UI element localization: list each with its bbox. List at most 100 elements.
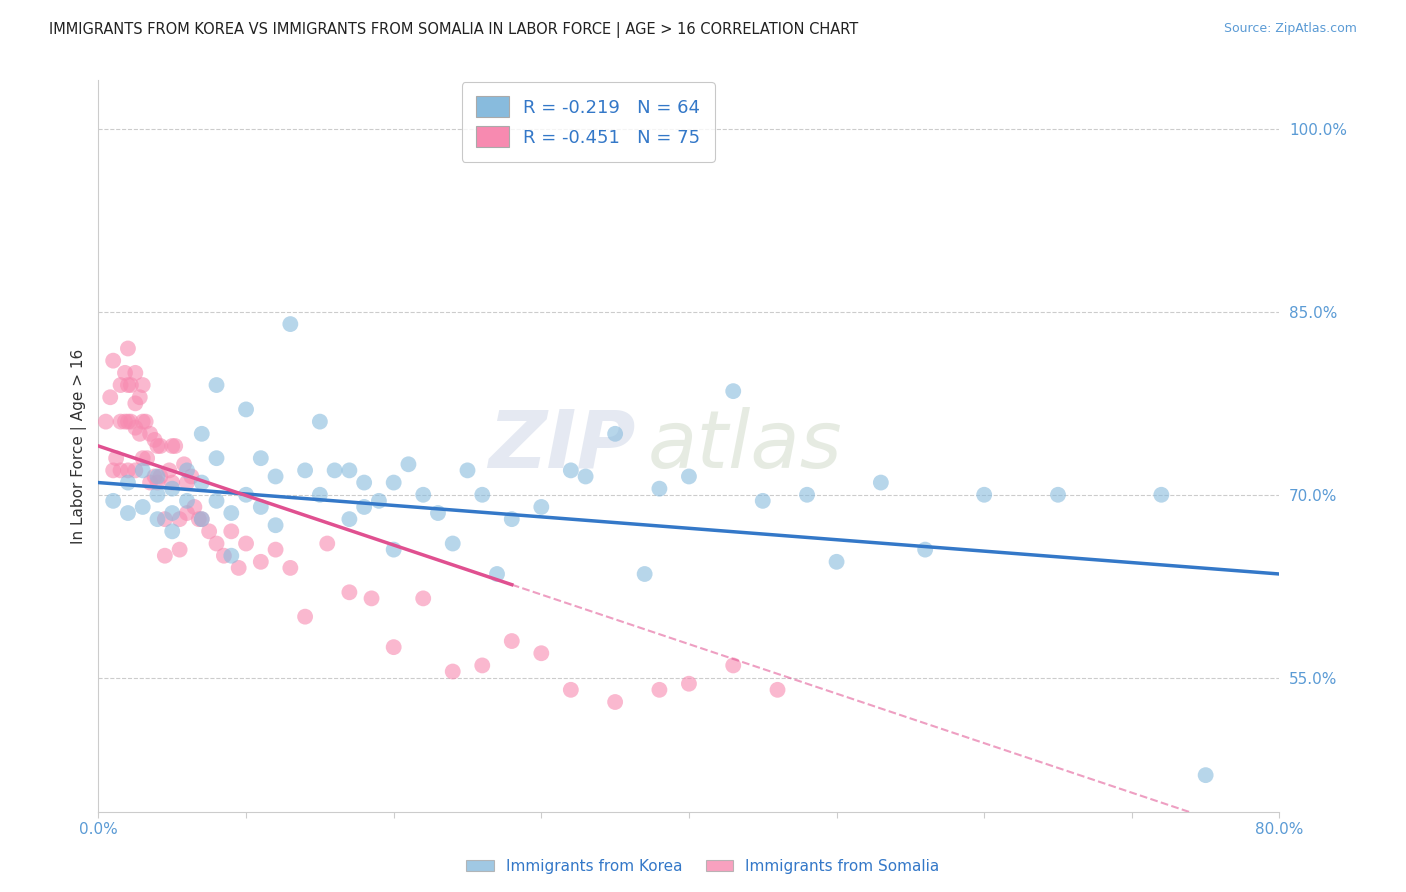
Point: [250, 451, 273, 466]
Point: [323, 463, 346, 477]
Point: [132, 415, 155, 429]
Point: [94, 415, 117, 429]
Point: [605, 695, 627, 709]
Point: [870, 475, 893, 490]
Point: [191, 475, 214, 490]
Point: [103, 353, 125, 368]
Point: [280, 317, 302, 331]
Point: [1150, 488, 1173, 502]
Point: [165, 439, 187, 453]
Point: [212, 549, 235, 563]
Point: [162, 439, 183, 453]
Point: [176, 463, 198, 477]
Point: [191, 426, 214, 441]
Point: [128, 390, 150, 404]
Point: [309, 415, 332, 429]
Point: [139, 426, 162, 441]
Point: [648, 482, 671, 496]
Point: [914, 542, 936, 557]
Point: [198, 524, 221, 539]
Point: [264, 469, 287, 483]
Point: [120, 378, 142, 392]
Point: [427, 506, 450, 520]
Point: [117, 475, 139, 490]
Point: [723, 384, 745, 399]
Point: [191, 512, 214, 526]
Point: [110, 463, 132, 477]
Point: [353, 500, 375, 514]
Point: [187, 512, 209, 526]
Point: [441, 536, 464, 550]
Point: [264, 542, 287, 557]
Point: [205, 378, 228, 392]
Point: [294, 463, 316, 477]
Point: [441, 665, 464, 679]
Point: [191, 512, 214, 526]
Point: [132, 463, 155, 477]
Point: [146, 439, 169, 453]
Point: [176, 506, 198, 520]
Point: [120, 415, 142, 429]
Point: [205, 451, 228, 466]
Point: [501, 634, 523, 648]
Point: [132, 451, 155, 466]
Point: [501, 512, 523, 526]
Point: [412, 488, 434, 502]
Point: [560, 463, 582, 477]
Point: [382, 640, 405, 655]
Point: [228, 561, 250, 575]
Point: [235, 402, 257, 417]
Point: [766, 682, 789, 697]
Point: [169, 512, 191, 526]
Point: [176, 494, 198, 508]
Point: [169, 542, 191, 557]
Point: [398, 458, 420, 472]
Point: [180, 469, 202, 483]
Point: [530, 646, 553, 660]
Text: IMMIGRANTS FROM KOREA VS IMMIGRANTS FROM SOMALIA IN LABOR FORCE | AGE > 16 CORRE: IMMIGRANTS FROM KOREA VS IMMIGRANTS FROM…: [49, 22, 859, 38]
Point: [235, 488, 257, 502]
Point: [752, 494, 775, 508]
Point: [1195, 768, 1218, 782]
Point: [139, 475, 162, 490]
Point: [339, 585, 361, 599]
Point: [825, 555, 848, 569]
Text: atlas: atlas: [648, 407, 842, 485]
Point: [280, 561, 302, 575]
Point: [368, 494, 391, 508]
Point: [110, 415, 132, 429]
Point: [132, 500, 155, 514]
Point: [723, 658, 745, 673]
Point: [382, 542, 405, 557]
Point: [128, 426, 150, 441]
Y-axis label: In Labor Force | Age > 16: In Labor Force | Age > 16: [72, 349, 87, 543]
Point: [149, 439, 172, 453]
Point: [143, 433, 166, 447]
Point: [117, 463, 139, 477]
Point: [117, 342, 139, 356]
Point: [103, 463, 125, 477]
Point: [117, 415, 139, 429]
Point: [339, 463, 361, 477]
Point: [205, 494, 228, 508]
Point: [235, 536, 257, 550]
Point: [457, 463, 479, 477]
Point: [114, 366, 136, 380]
Point: [162, 482, 183, 496]
Point: [103, 494, 125, 508]
Point: [153, 549, 176, 563]
Legend: Immigrants from Korea, Immigrants from Somalia: Immigrants from Korea, Immigrants from S…: [460, 853, 946, 880]
Text: ZIP: ZIP: [488, 407, 636, 485]
Point: [114, 415, 136, 429]
Point: [173, 458, 195, 472]
Point: [221, 549, 243, 563]
Point: [339, 512, 361, 526]
Point: [309, 488, 332, 502]
Point: [471, 658, 494, 673]
Point: [221, 524, 243, 539]
Point: [250, 555, 273, 569]
Point: [124, 463, 146, 477]
Point: [176, 475, 198, 490]
Point: [162, 524, 183, 539]
Legend: R = -0.219   N = 64, R = -0.451   N = 75: R = -0.219 N = 64, R = -0.451 N = 75: [461, 82, 714, 161]
